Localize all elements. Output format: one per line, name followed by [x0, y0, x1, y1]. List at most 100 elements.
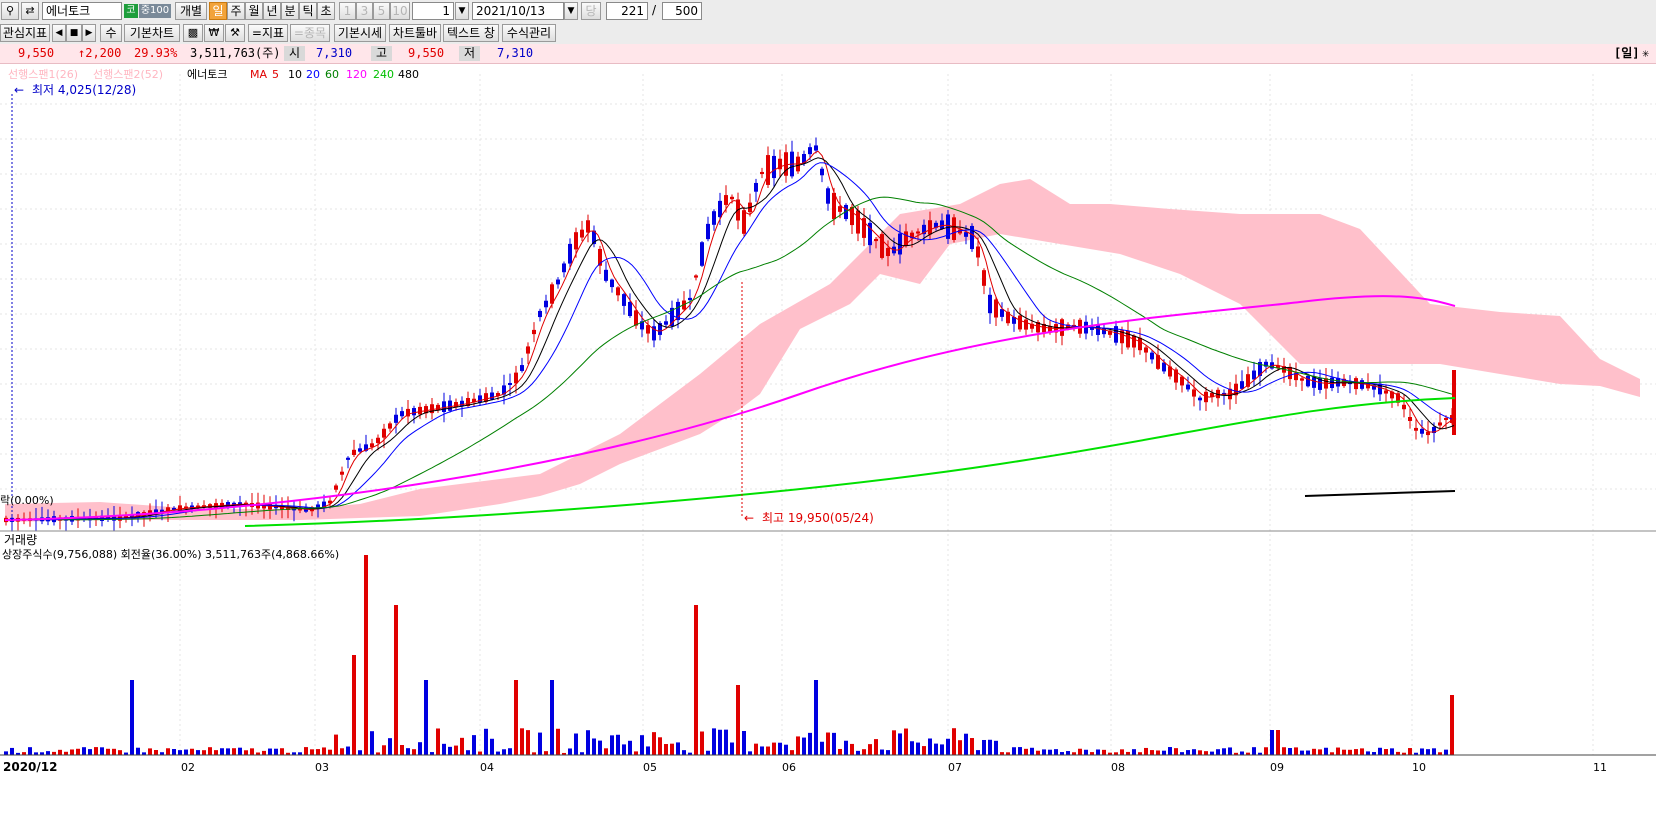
- volume-bar: [1006, 752, 1010, 755]
- volume-bar: [928, 738, 932, 755]
- volume-bar: [862, 749, 866, 755]
- volume-bar: [574, 733, 578, 755]
- volume-bar: [1084, 749, 1088, 755]
- next-arrow-icon[interactable]: ▶: [82, 24, 96, 42]
- chart-toolbar-button[interactable]: 차트툴바: [389, 24, 441, 42]
- volume-bar: [418, 742, 422, 755]
- settings-icon[interactable]: ✳: [1642, 46, 1650, 60]
- volume-bar: [490, 738, 494, 755]
- today-button[interactable]: 당: [581, 2, 601, 20]
- candle-body: [370, 443, 374, 448]
- indicator-button[interactable]: =지표: [248, 24, 288, 42]
- volume-bar: [592, 738, 596, 755]
- volume-bar: [1228, 747, 1232, 755]
- volume-bar: [436, 728, 440, 755]
- candle-body: [958, 229, 962, 234]
- item-button[interactable]: =종목: [290, 24, 330, 42]
- date-input[interactable]: 2021/10/13: [472, 2, 564, 20]
- volume-bar: [22, 752, 26, 755]
- candle-body: [976, 246, 980, 258]
- volume-bar: [688, 752, 692, 755]
- list-icon[interactable]: ■: [66, 24, 82, 42]
- volume-bar: [1180, 752, 1184, 755]
- period-week-button[interactable]: 주: [227, 2, 245, 20]
- stock-name-input[interactable]: 에너토크: [42, 2, 122, 20]
- volume-bar: [682, 750, 686, 755]
- candle-body: [970, 225, 974, 250]
- prev-arrow-icon[interactable]: ◀: [52, 24, 66, 42]
- volume-bar: [1168, 747, 1172, 755]
- period-minute-button[interactable]: 분: [281, 2, 299, 20]
- volume-bar: [1036, 750, 1040, 755]
- candle-body: [436, 404, 440, 411]
- period-month-button[interactable]: 월: [245, 2, 263, 20]
- date-dropdown-icon[interactable]: ▼: [564, 2, 578, 20]
- volume-bar: [1444, 749, 1448, 755]
- candle-body: [694, 275, 698, 278]
- x-label-apr: 04: [480, 761, 494, 774]
- minute-5-button[interactable]: 5: [373, 2, 390, 20]
- candle-icon[interactable]: ▩: [183, 24, 203, 42]
- minute-3-button[interactable]: 3: [356, 2, 373, 20]
- volume-bar: [802, 737, 806, 755]
- volume-bar: [598, 740, 602, 755]
- volume-bar: [256, 752, 260, 755]
- stock-chart[interactable]: 선행스팬1(26) 선행스팬2(52) 에너토크 MA 5 10 20 60 1…: [0, 64, 1656, 817]
- won-icon[interactable]: ₩: [204, 24, 224, 42]
- volume-bar: [394, 605, 398, 755]
- candle-body: [874, 238, 878, 242]
- volume-bar: [1438, 752, 1442, 755]
- period-day-button[interactable]: 일: [209, 2, 227, 20]
- text-window-button[interactable]: 텍스트 창: [443, 24, 499, 42]
- period-second-button[interactable]: 초: [317, 2, 335, 20]
- current-price: 9,550: [18, 46, 55, 60]
- volume-bar: [1246, 752, 1250, 755]
- candle-body: [730, 196, 734, 200]
- plus-button[interactable]: 수: [100, 24, 122, 42]
- low-price: 7,310: [497, 46, 534, 60]
- candle-body: [640, 321, 644, 330]
- volume-bar: [262, 750, 266, 755]
- volume-bar: [130, 680, 134, 755]
- volume-bar: [178, 750, 182, 755]
- formula-manage-button[interactable]: 수식관리: [502, 24, 556, 42]
- candle-body: [994, 299, 998, 318]
- volume-bar: [1288, 748, 1292, 755]
- period-year-button[interactable]: 년: [263, 2, 281, 20]
- interval-input[interactable]: 1: [412, 2, 454, 20]
- minute-1-button[interactable]: 1: [339, 2, 356, 20]
- watch-indicator-button[interactable]: 관심지표: [0, 24, 50, 42]
- search-icon[interactable]: ⚲: [1, 2, 19, 20]
- candle-body: [520, 365, 524, 371]
- candle-body: [154, 509, 158, 515]
- volume-bar: [4, 751, 8, 755]
- refresh-icon[interactable]: ⇄: [21, 2, 39, 20]
- individual-button[interactable]: 개별: [175, 2, 207, 20]
- volume-bar: [322, 747, 326, 755]
- legend-ma10: 10: [288, 68, 302, 81]
- volume-bar: [1318, 749, 1322, 755]
- volume-bar: [1186, 750, 1190, 755]
- volume-bar: [904, 728, 908, 755]
- candle-body: [1390, 391, 1394, 399]
- period-tick-button[interactable]: 틱: [299, 2, 317, 20]
- wrench-icon[interactable]: ⚒: [225, 24, 245, 42]
- candle-body: [1120, 330, 1124, 344]
- total-count-input[interactable]: 500: [662, 2, 702, 20]
- volume-bar: [724, 729, 728, 755]
- candle-body: [862, 218, 866, 238]
- view-count-input[interactable]: 221: [606, 2, 648, 20]
- candle-body: [1294, 373, 1298, 381]
- volume-bar: [718, 729, 722, 755]
- basic-quote-button[interactable]: 기본시세: [334, 24, 386, 42]
- volume-bar: [154, 750, 158, 755]
- interval-dropdown-icon[interactable]: ▼: [455, 2, 469, 20]
- volume-bar: [1054, 749, 1058, 755]
- volume-bar: [1324, 747, 1328, 755]
- volume-bar: [1396, 751, 1400, 755]
- minute-10-button[interactable]: 10: [390, 2, 410, 20]
- candle-body: [1420, 428, 1424, 434]
- volume-bar: [1012, 747, 1016, 755]
- basic-chart-button[interactable]: 기본차트: [124, 24, 180, 42]
- legend-span2: 선행스팬2(52): [93, 68, 163, 81]
